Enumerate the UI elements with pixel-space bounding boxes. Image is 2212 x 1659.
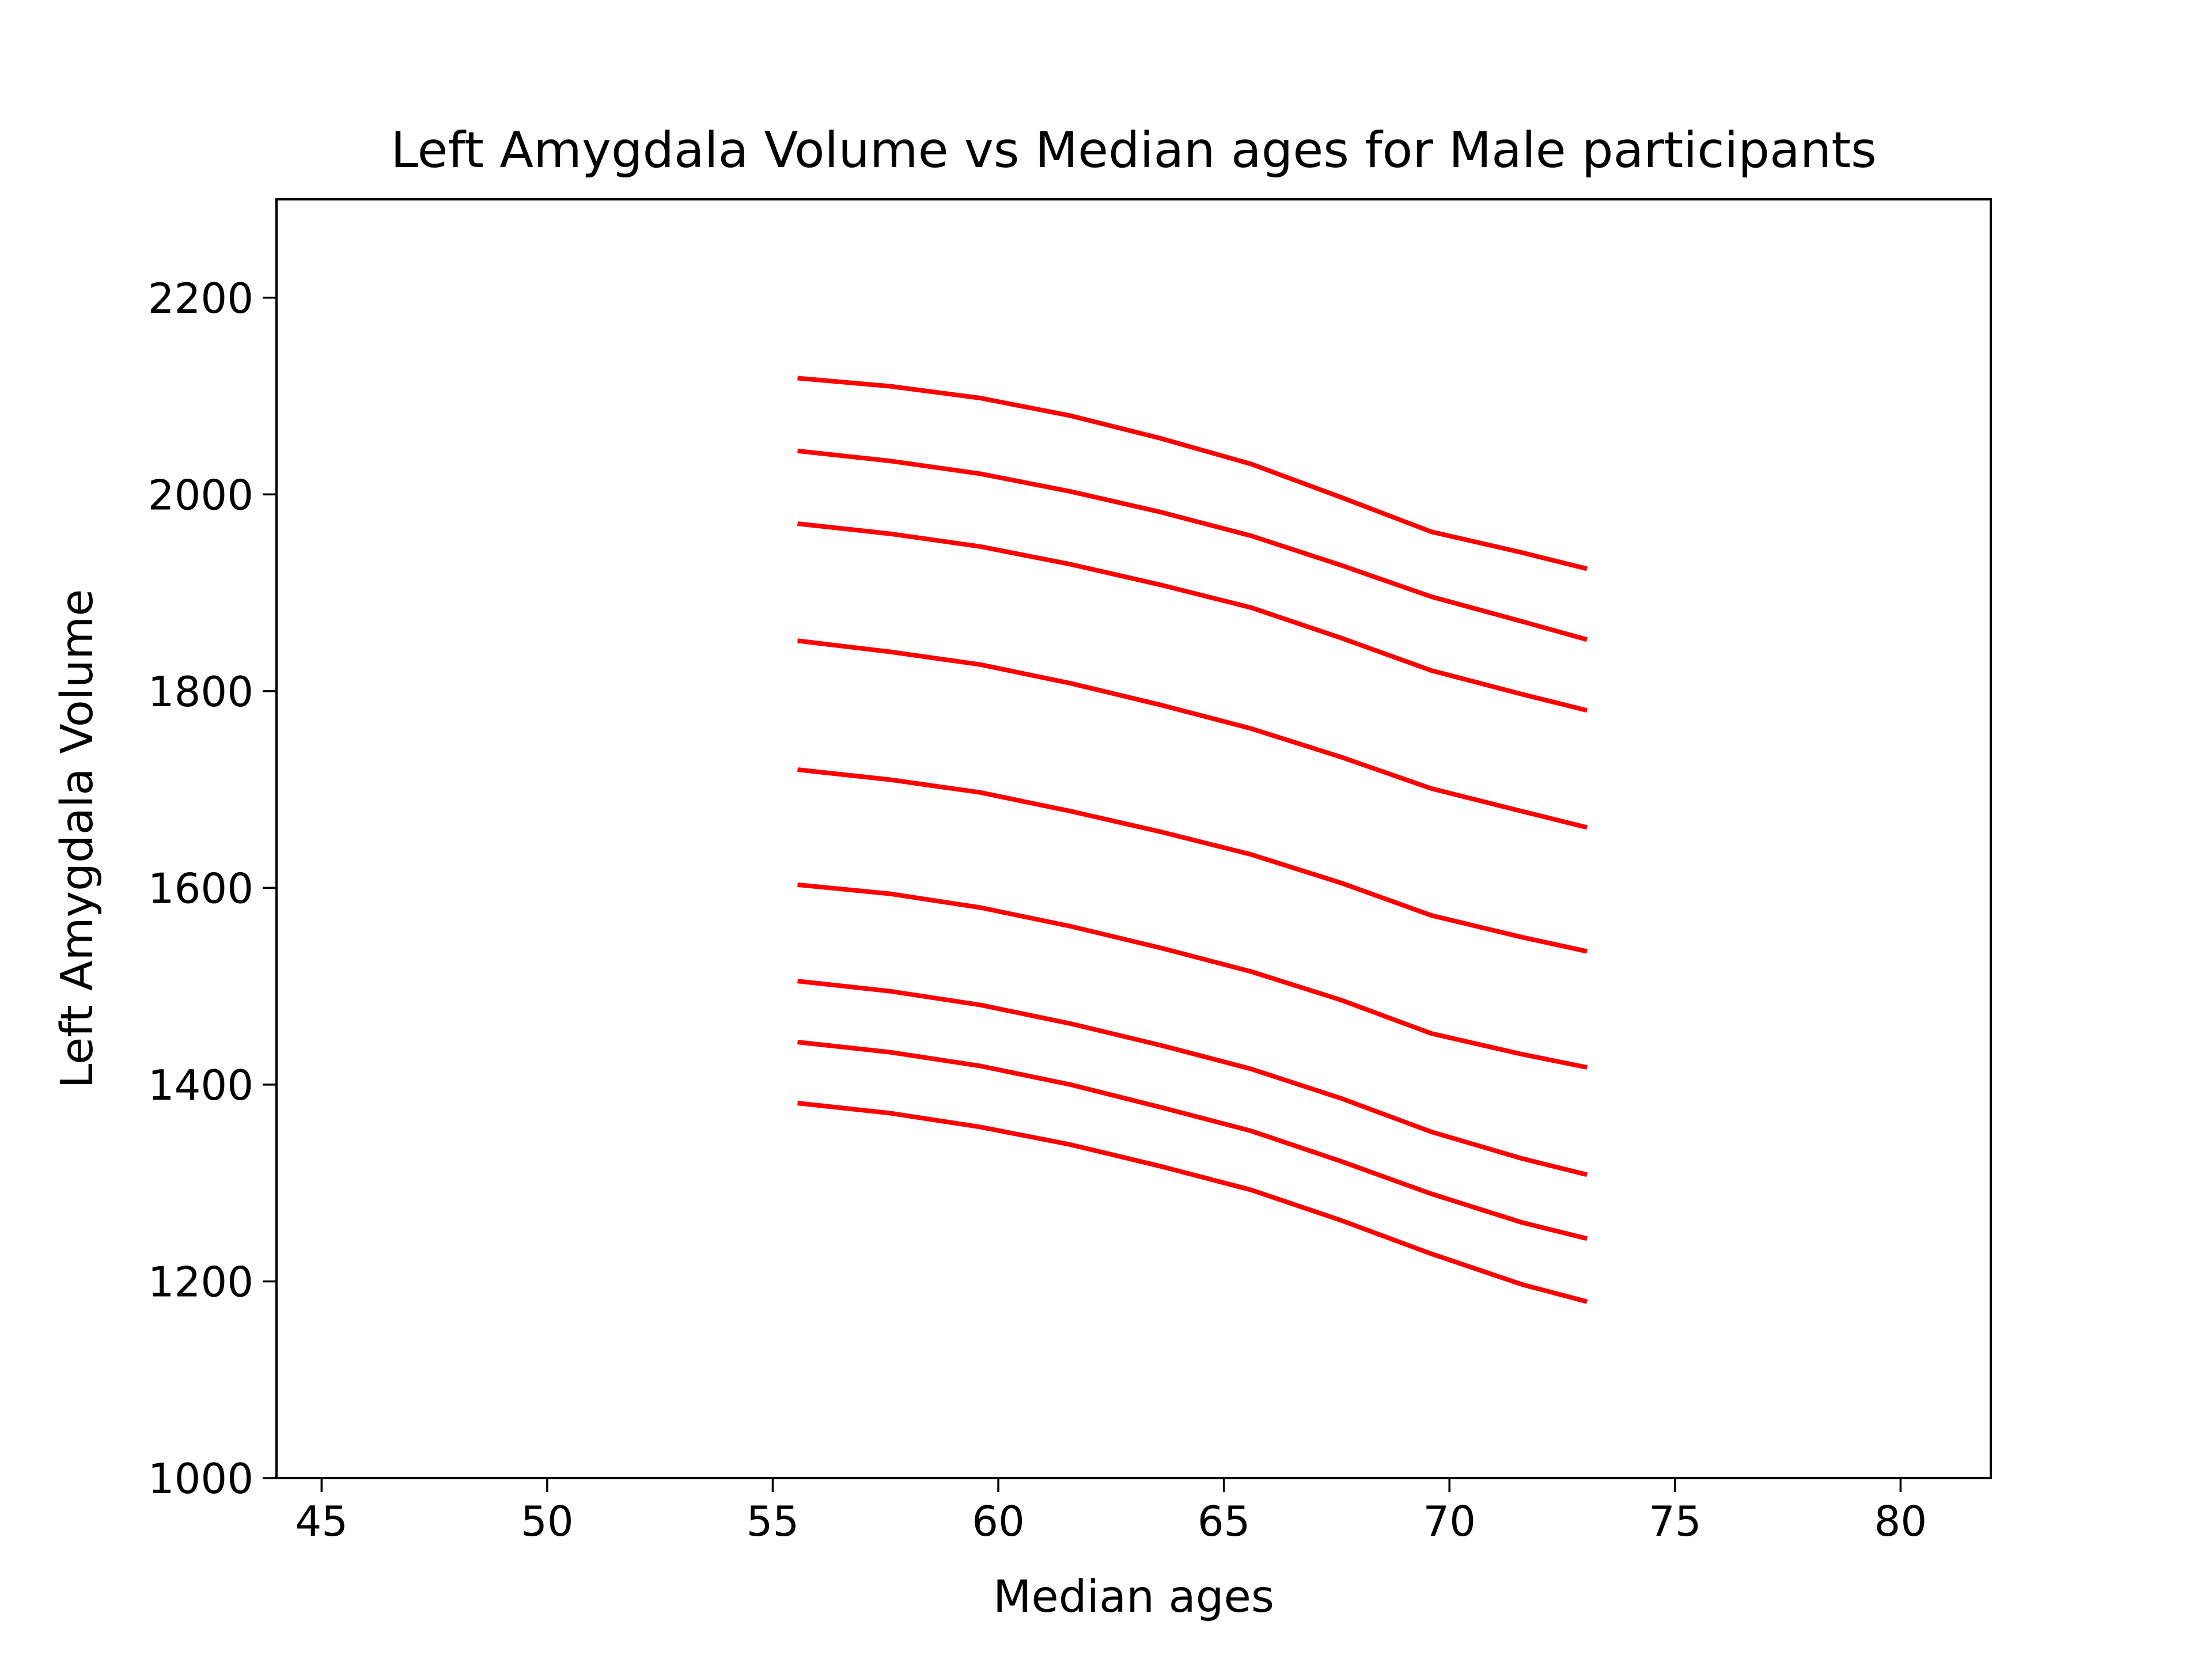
y-axis-label: Left Amygdala Volume xyxy=(52,589,103,1089)
y-tick-label: 2200 xyxy=(148,274,253,323)
series-line-9 xyxy=(797,1100,1588,1304)
y-tick-label: 1600 xyxy=(148,864,253,912)
series-line-2 xyxy=(797,448,1588,642)
y-tick-label: 2000 xyxy=(148,471,253,519)
chart-title: Left Amygdala Volume vs Median ages for … xyxy=(391,122,1877,179)
x-axis: 45 50 55 60 65 70 75 80 xyxy=(296,1478,1927,1546)
y-axis: 1000 1200 1400 1600 1800 2000 2200 xyxy=(148,274,276,1503)
x-tick-label: 65 xyxy=(1198,1497,1251,1546)
plot-frame xyxy=(275,198,1992,1479)
x-tick-label: 60 xyxy=(972,1497,1025,1546)
series-line-1 xyxy=(797,376,1588,571)
y-tick-label: 1800 xyxy=(148,668,253,716)
x-tick-label: 45 xyxy=(296,1497,349,1546)
x-axis-label: Median ages xyxy=(993,1571,1274,1623)
series-line-8 xyxy=(797,1040,1588,1241)
x-tick-label: 55 xyxy=(747,1497,800,1546)
series-line-4 xyxy=(797,638,1588,830)
x-tick-label: 70 xyxy=(1423,1497,1476,1546)
y-tick-label: 1000 xyxy=(148,1455,253,1503)
x-tick-label: 80 xyxy=(1874,1497,1927,1546)
series-line-3 xyxy=(797,521,1588,713)
series-layer xyxy=(797,376,1588,1304)
x-tick-label: 50 xyxy=(521,1497,574,1546)
series-line-7 xyxy=(797,979,1588,1177)
y-tick-label: 1400 xyxy=(148,1061,253,1109)
y-tick-label: 1200 xyxy=(148,1257,253,1306)
series-line-5 xyxy=(797,767,1588,954)
series-line-6 xyxy=(797,882,1588,1070)
x-tick-label: 75 xyxy=(1649,1497,1702,1546)
